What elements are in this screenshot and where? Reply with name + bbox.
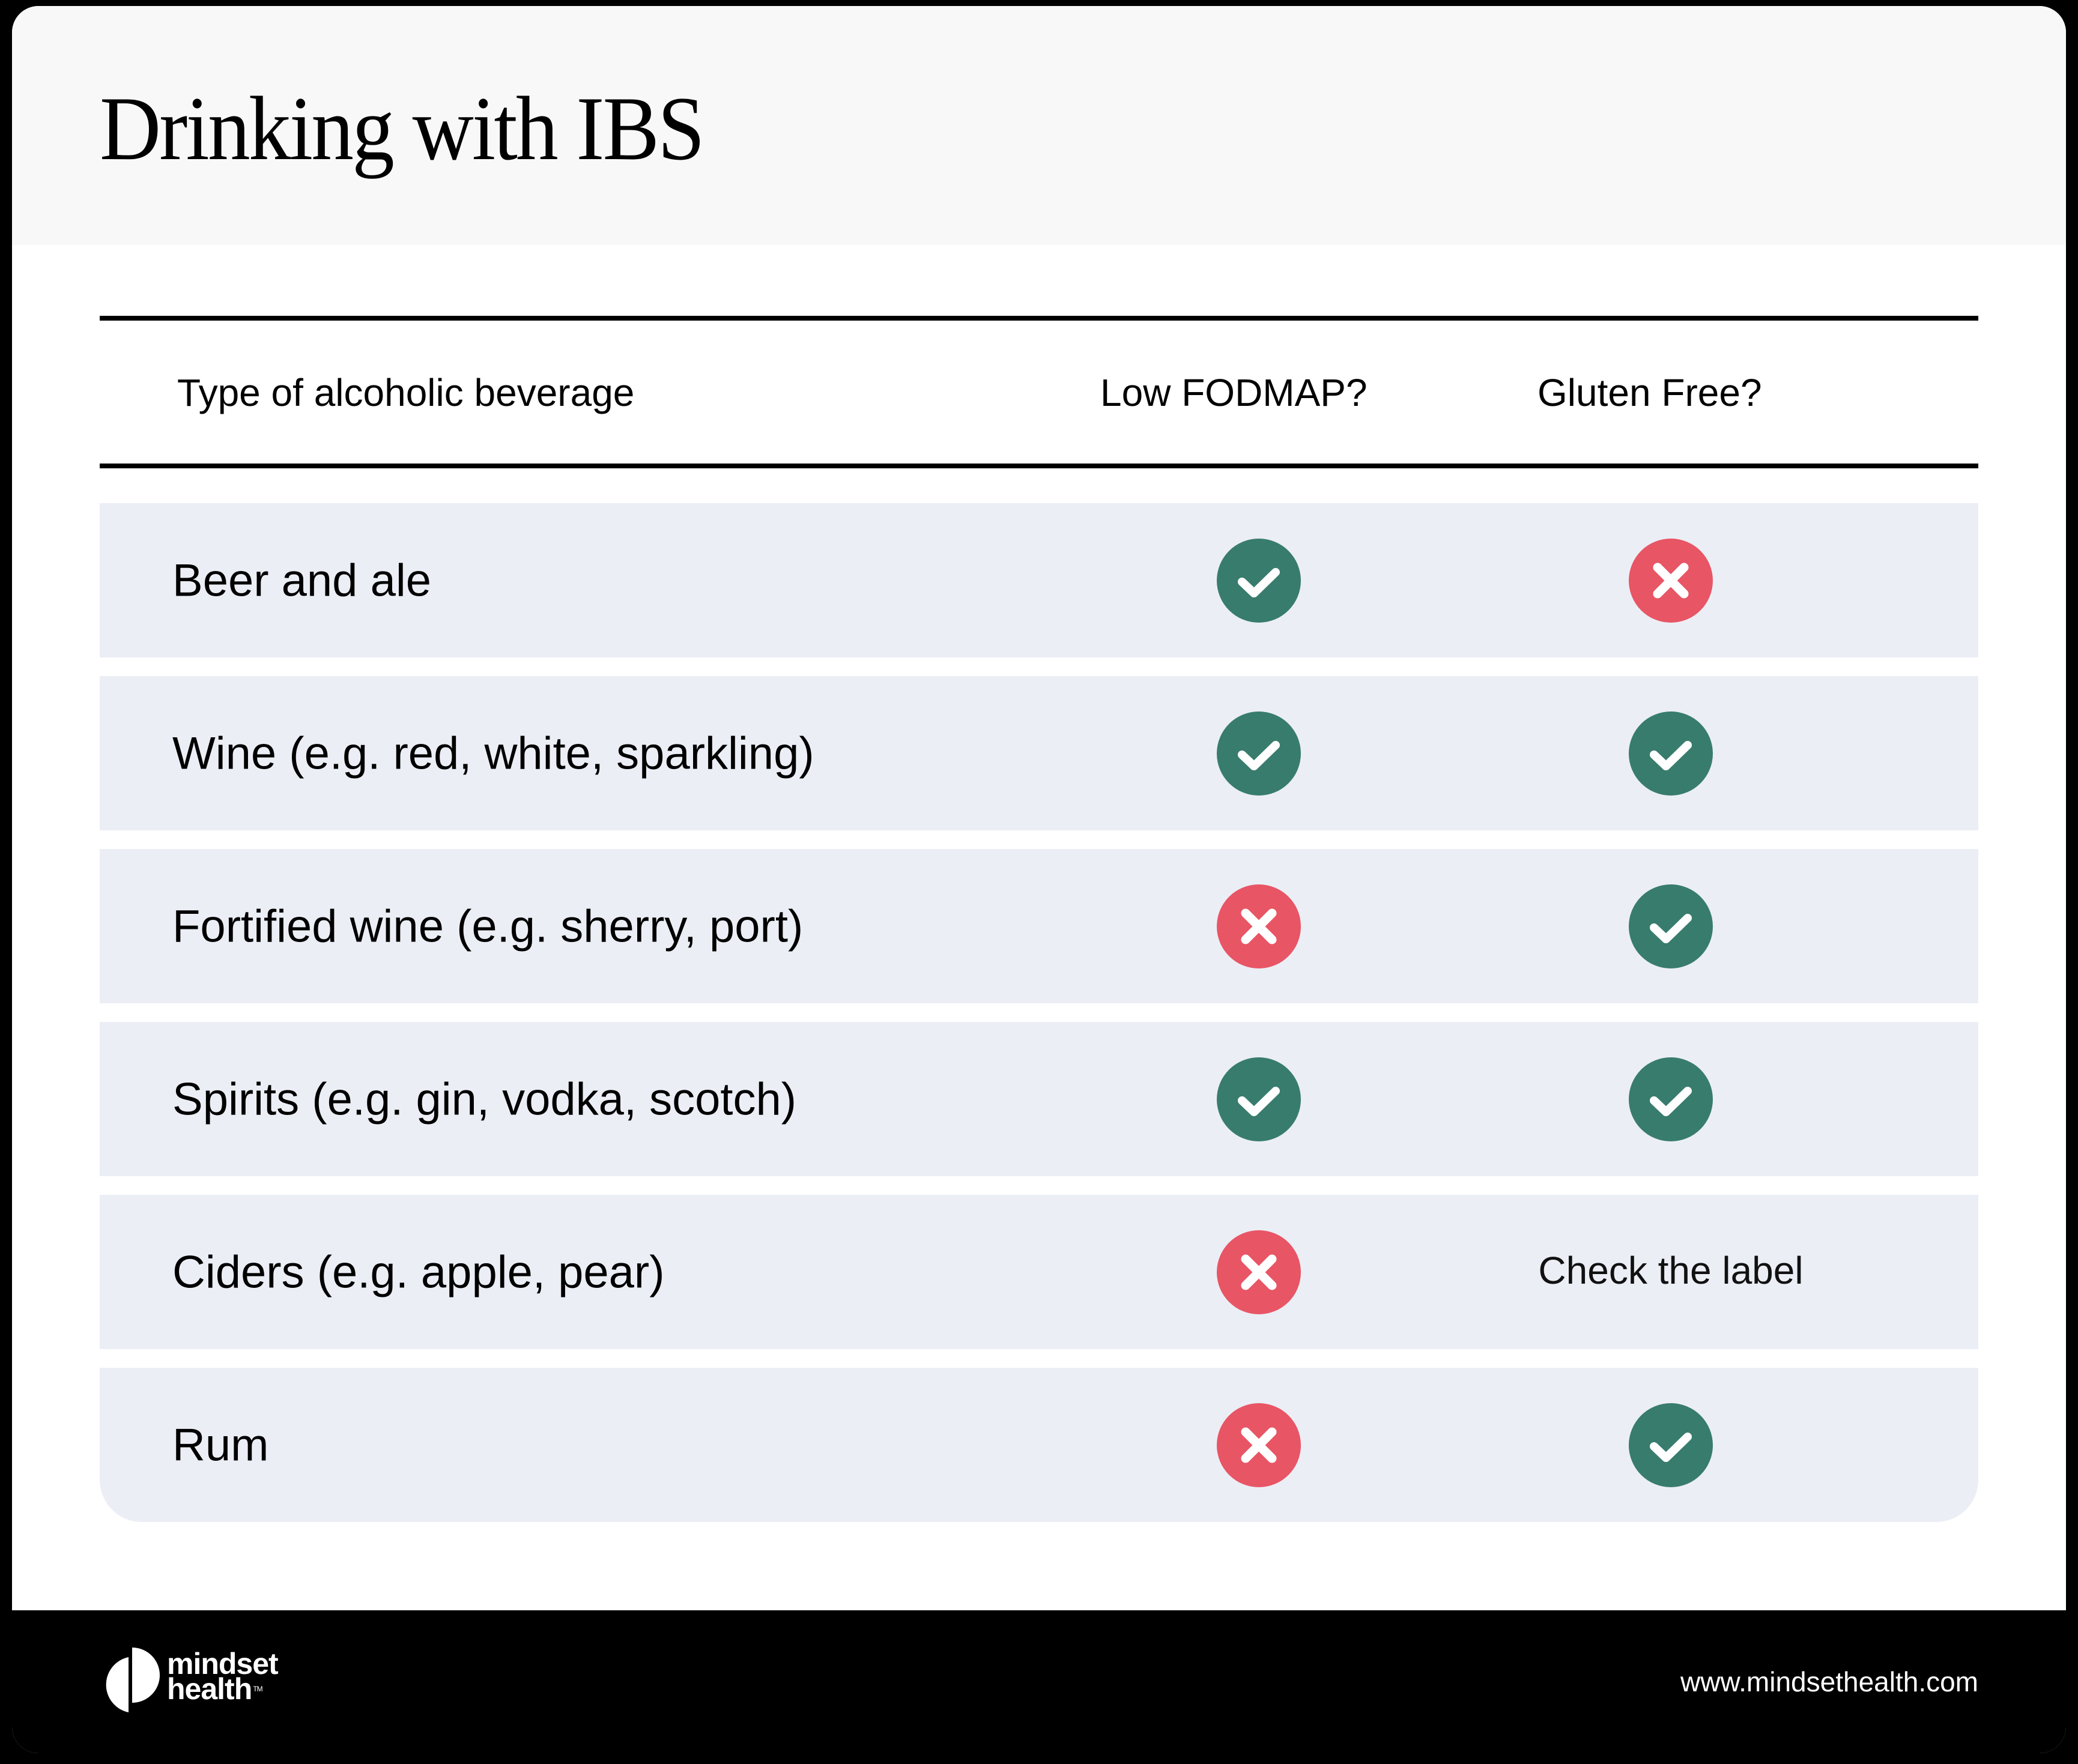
low-fodmap-cell	[1079, 1022, 1439, 1176]
x-circle-icon	[1217, 884, 1301, 968]
beverage-label: Spirits (e.g. gin, vodka, scotch)	[172, 1074, 797, 1125]
check-label-note: Check the label	[1538, 1248, 1804, 1292]
gluten-free-cell	[1491, 503, 1851, 657]
gluten-free-cell	[1491, 1022, 1851, 1176]
beverage-label: Ciders (e.g. apple, pear)	[172, 1246, 665, 1297]
trademark: TM	[253, 1685, 262, 1693]
x-circle-icon	[1629, 538, 1713, 623]
table-row: Rum	[100, 1368, 1978, 1522]
low-fodmap-cell	[1079, 503, 1439, 657]
website-link[interactable]: www.mindsethealth.com	[1680, 1666, 1978, 1697]
footer: mindset health TM www.mindsethealth.com	[12, 1610, 2066, 1753]
check-circle-icon	[1629, 884, 1713, 968]
low-fodmap-cell	[1079, 849, 1439, 1003]
gluten-free-cell	[1491, 849, 1851, 1003]
table-top-rule	[100, 316, 1978, 321]
beverage-label: Fortified wine (e.g. sherry, port)	[172, 901, 804, 952]
table-row: Fortified wine (e.g. sherry, port)	[100, 849, 1978, 1003]
x-circle-icon	[1217, 1230, 1301, 1314]
check-circle-icon	[1629, 1057, 1713, 1141]
check-circle-icon	[1629, 711, 1713, 796]
beverage-label: Rum	[172, 1419, 269, 1470]
brand-line-1: mindset	[167, 1647, 279, 1681]
low-fodmap-cell	[1079, 1195, 1439, 1349]
check-circle-icon	[1629, 1403, 1713, 1487]
title-header: Drinking with IBS	[12, 6, 2066, 245]
table-row: Spirits (e.g. gin, vodka, scotch)	[100, 1022, 1978, 1176]
check-circle-icon	[1217, 1057, 1301, 1141]
beverage-label: Wine (e.g. red, white, sparkling)	[172, 728, 814, 779]
check-circle-icon	[1217, 538, 1301, 623]
check-circle-icon	[1217, 711, 1301, 796]
gluten-free-cell	[1491, 1368, 1851, 1522]
table-row: Beer and ale	[100, 503, 1978, 657]
beverage-label: Beer and ale	[172, 555, 431, 606]
gluten-free-cell: Check the label	[1491, 1195, 1851, 1349]
column-header-gluten-free: Gluten Free?	[1537, 371, 1762, 414]
gluten-free-cell	[1491, 676, 1851, 830]
low-fodmap-cell	[1079, 1368, 1439, 1522]
table-row: Wine (e.g. red, white, sparkling)	[100, 676, 1978, 830]
column-header-beverage: Type of alcoholic beverage	[177, 371, 635, 414]
brand-logo: mindset health TM	[100, 1648, 292, 1714]
page-title: Drinking with IBS	[100, 78, 705, 179]
brand-line-2: health	[167, 1672, 252, 1706]
x-circle-icon	[1217, 1403, 1301, 1487]
mindset-logo-icon	[106, 1648, 160, 1712]
table-row: Ciders (e.g. apple, pear) Check the label	[100, 1195, 1978, 1349]
infographic-card: Drinking with IBS Type of alcoholic beve…	[12, 6, 2066, 1753]
brand-name: mindset health TM	[167, 1647, 279, 1704]
column-header-low-fodmap: Low FODMAP?	[1100, 371, 1368, 414]
low-fodmap-cell	[1079, 676, 1439, 830]
table-header-rule	[100, 464, 1978, 468]
